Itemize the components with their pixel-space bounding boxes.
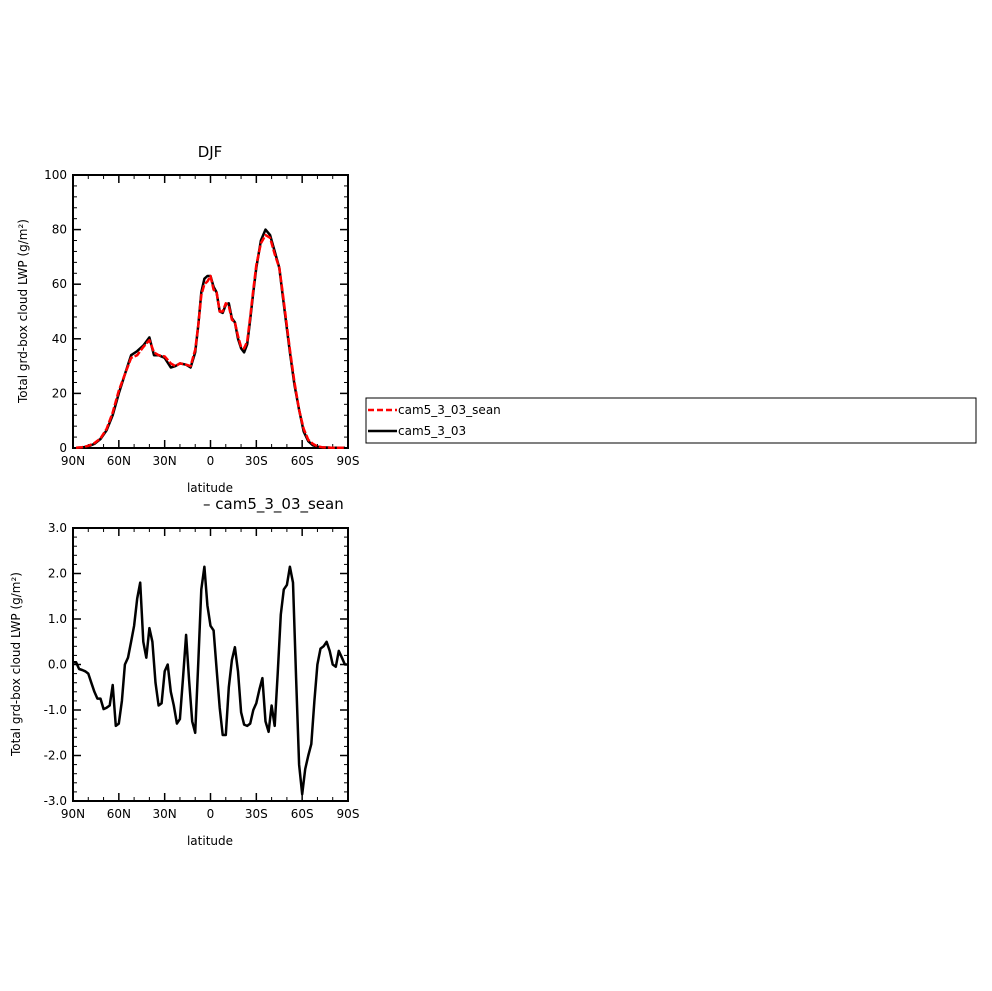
y-tick-label: 20 <box>52 386 67 400</box>
x-tick-label: 90S <box>337 807 360 821</box>
bottom-panel: – cam5_3_03_sean 90N 60N 30N 0 30S 60S 90S -3.0… <box>9 495 359 848</box>
legend: cam5_3_03_sean cam5_3_03 <box>365 397 977 444</box>
series-line-cam5_3_03 <box>76 228 345 449</box>
y-tick-label: 100 <box>44 168 67 182</box>
y-tick-label: -1.0 <box>44 703 67 717</box>
bottom-chart-title: – cam5_3_03_sean <box>203 495 344 514</box>
y-tick-label: -3.0 <box>44 794 67 808</box>
bottom-plot-area: 90N 60N 30N 0 30S 60S 90S -3.0 -2.0 -1.0 0.0 1.0 2.0… <box>44 521 360 821</box>
top-x-axis-label: latitude <box>187 481 233 495</box>
series-line-difference <box>73 565 348 796</box>
y-tick-label: 0.0 <box>48 658 67 672</box>
bottom-x-axis-label: latitude <box>187 834 233 848</box>
y-tick-label: 80 <box>52 223 67 237</box>
x-tick-label: 0 <box>207 454 215 468</box>
y-tick-label: -2.0 <box>44 749 67 763</box>
y-tick-label: 0 <box>59 441 67 455</box>
bottom-y-axis-label: Total grd-box cloud LWP (g/m²) <box>9 572 23 757</box>
y-tick-label: 60 <box>52 277 67 291</box>
x-tick-label: 30N <box>153 454 177 468</box>
legend-box <box>365 397 977 444</box>
series-line-cam5_3_03_sean <box>75 233 345 449</box>
legend-label-sean: cam5_3_03_sean <box>398 403 501 417</box>
y-tick-label: 2.0 <box>48 567 67 581</box>
top-chart-title: DJF <box>198 143 223 161</box>
x-tick-label: 60S <box>291 454 314 468</box>
x-tick-label: 60N <box>107 454 131 468</box>
x-tick-label: 0 <box>207 807 215 821</box>
x-tick-label: 30S <box>245 454 268 468</box>
x-tick-label: 90N <box>61 807 85 821</box>
y-tick-label: 1.0 <box>48 612 67 626</box>
x-tick-label: 60S <box>291 807 314 821</box>
legend-label-control: cam5_3_03 <box>398 424 466 438</box>
x-tick-label: 30S <box>245 807 268 821</box>
x-tick-label: 30N <box>153 807 177 821</box>
y-tick-label: 40 <box>52 332 67 346</box>
top-panel: DJF 90N 60N 30N 0 30S 60S 90S 0 20 40 60 80 100 lati… <box>16 143 359 495</box>
x-tick-label: 90S <box>337 454 360 468</box>
top-y-axis-label: Total grd-box cloud LWP (g/m²) <box>16 219 30 404</box>
x-tick-label: 90N <box>61 454 85 468</box>
x-tick-label: 60N <box>107 807 131 821</box>
top-plot-area: 90N 60N 30N 0 30S 60S 90S 0 20 40 60 80 100 <box>44 168 359 468</box>
y-tick-label: 3.0 <box>48 521 67 535</box>
